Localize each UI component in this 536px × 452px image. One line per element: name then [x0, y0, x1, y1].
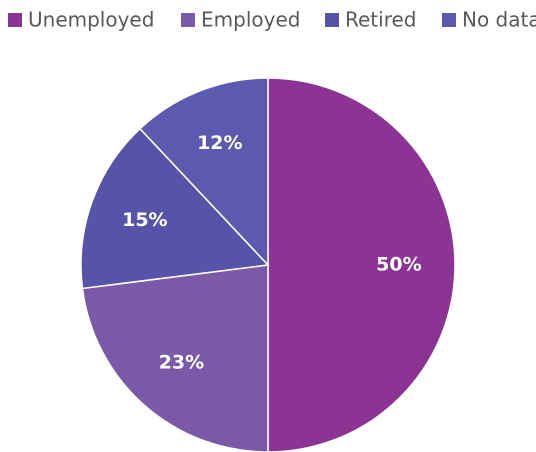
slice-label: 50%	[376, 254, 421, 276]
legend-label: No data	[462, 8, 536, 32]
slice-label: 12%	[197, 132, 242, 154]
legend-label: Employed	[201, 8, 300, 32]
legend-swatch	[181, 13, 195, 27]
slice-label: 15%	[122, 209, 167, 231]
legend-label: Retired	[345, 8, 416, 32]
slice-label: 23%	[159, 352, 204, 374]
pie-slice	[267, 77, 456, 452]
pie-slice	[81, 264, 269, 452]
pie-slice	[138, 77, 269, 267]
legend-swatch	[442, 13, 456, 27]
legend-swatch	[325, 13, 339, 27]
pie-slice	[80, 127, 270, 290]
legend-label: Unemployed	[28, 8, 154, 32]
legend-swatch	[8, 13, 22, 27]
